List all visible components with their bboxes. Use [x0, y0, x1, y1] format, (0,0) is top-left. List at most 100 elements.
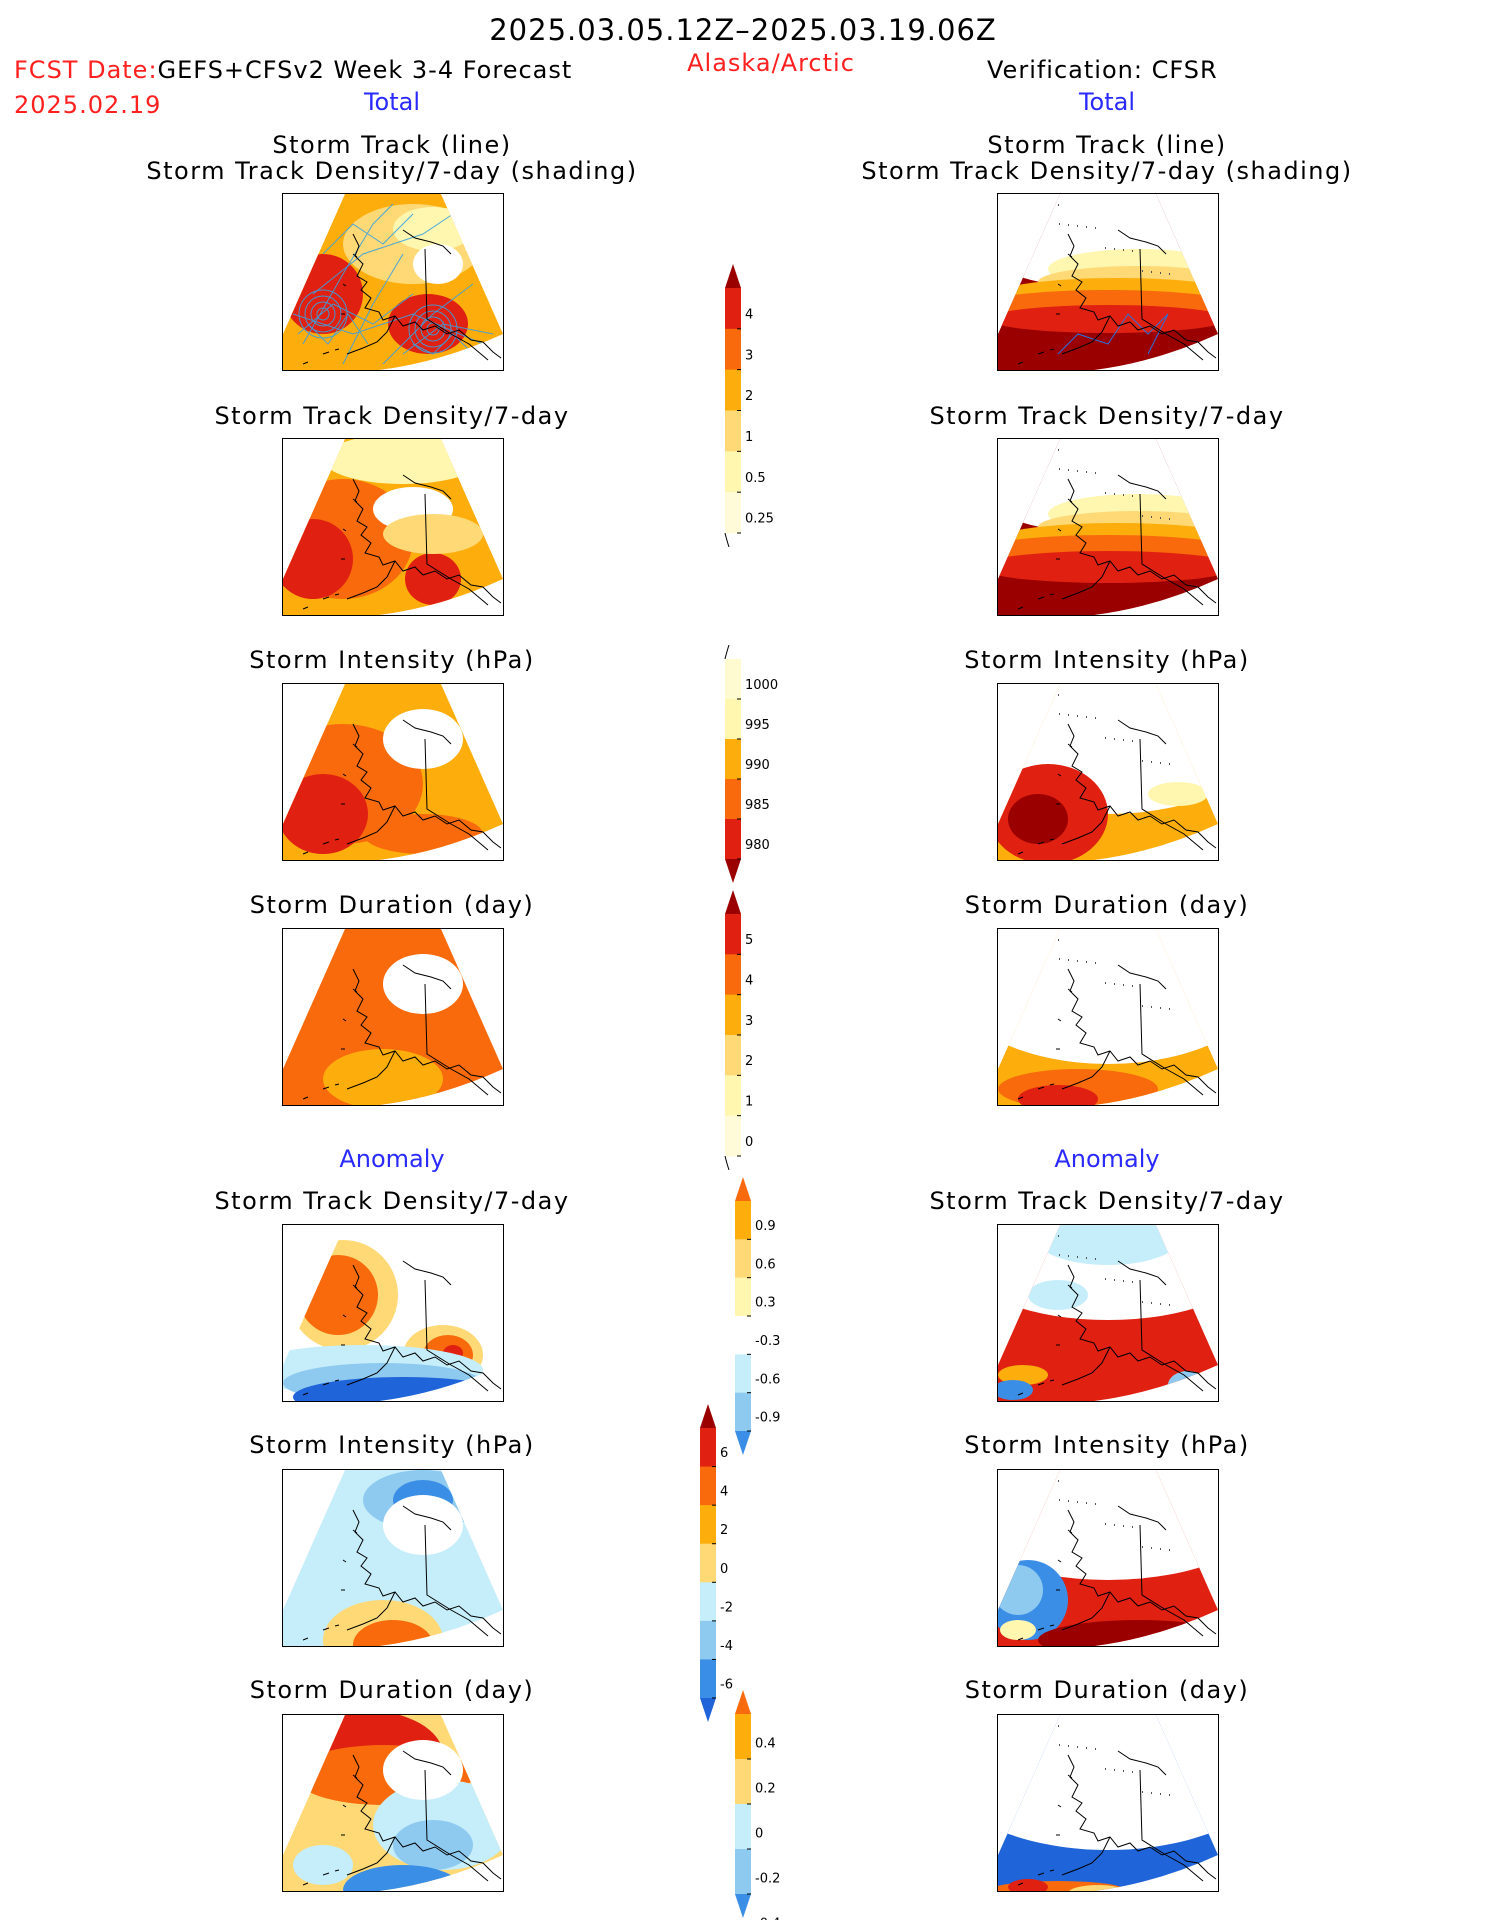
colorbar-swatch — [725, 328, 741, 371]
left-intensity-title: Storm Intensity (hPa) — [249, 646, 535, 674]
alaska-coastline — [346, 474, 502, 604]
alaska-coastline — [346, 1750, 502, 1880]
map-shading — [283, 254, 363, 334]
colorbar-tick-label: 4 — [745, 974, 753, 989]
map-obs-anom-density — [997, 1224, 1219, 1402]
alaska-coastline — [1061, 964, 1217, 1094]
left-total-label: Total — [363, 88, 421, 116]
canada-border — [424, 1279, 489, 1392]
colorbar-tick-label: -2 — [720, 1600, 733, 1615]
colorbar-swatch — [725, 410, 741, 452]
map-obs-anom-duration — [997, 1714, 1219, 1892]
map-shading — [998, 1715, 1218, 1850]
forecast-period-title: 2025.03.05.12Z–2025.03.19.06Z — [489, 13, 997, 47]
right-total-label: Total — [1078, 88, 1136, 116]
colorbar-swatch — [725, 659, 741, 700]
colorbar-tick-label: 0 — [755, 1826, 763, 1841]
canada-border — [424, 983, 489, 1096]
colorbar-swatch — [735, 1201, 751, 1240]
colorbar-swatch — [725, 914, 741, 955]
storm-track-line — [307, 313, 369, 345]
map-obs-track-density-lines — [997, 193, 1219, 371]
canada-border — [1139, 983, 1204, 1096]
alaska-coastline — [346, 229, 502, 359]
alaska-coastline — [1061, 1260, 1217, 1390]
fcst-date-value: 2025.02.19 — [14, 91, 162, 119]
colorbar-swatch — [725, 369, 741, 411]
left-track-density-shading-title: Storm Track Density/7-day (shading) — [146, 157, 638, 185]
colorbar-swatch — [735, 1354, 751, 1394]
colorbar-swatch — [700, 1582, 716, 1622]
canada-border — [1139, 1524, 1204, 1637]
alaska-coastline — [346, 1505, 502, 1635]
right-anomaly-label: Anomaly — [1054, 1145, 1160, 1173]
storm-track-line — [1057, 313, 1169, 355]
canada-border — [1139, 1769, 1204, 1882]
map-shading — [413, 244, 463, 284]
colorbar-top-arrow — [725, 264, 741, 288]
colorbar-density-total: 4 3 2 1 0.5 0.25 — [724, 264, 774, 547]
map-shading — [383, 514, 483, 554]
fcst-date-label: FCST Date: — [14, 56, 158, 84]
colorbar-tick-label: 2 — [745, 389, 753, 404]
colorbar-swatch — [735, 1277, 751, 1317]
canada-border — [424, 493, 489, 606]
colorbar-tick-label: -4 — [720, 1639, 733, 1654]
storm-track-line — [382, 283, 474, 365]
colorbar-tick-label: 980 — [745, 838, 770, 853]
storm-track-line — [297, 293, 414, 335]
colorbar-tick-label: -0.6 — [755, 1372, 780, 1387]
colorbar-tick-label: 1000 — [745, 678, 778, 693]
right-anom-density-title: Storm Track Density/7-day — [929, 1187, 1285, 1215]
left-anom-duration-title: Storm Duration (day) — [249, 1676, 535, 1704]
storm-track-line — [322, 213, 414, 255]
alaska-coastline — [1061, 719, 1217, 849]
region-label: Alaska/Arctic — [687, 49, 855, 77]
colorbar-tick-label: 0.3 — [755, 1296, 776, 1311]
colorbar-tick-label: 0.25 — [745, 512, 774, 527]
map-shading — [998, 1365, 1048, 1385]
colorbar-density-anomaly: 0.9 0.6 0.3 -0.3 -0.6 -0.9 — [735, 1177, 780, 1455]
colorbar-tick-label: -0.3 — [755, 1334, 780, 1349]
colorbar-tick-label: -0.4 — [755, 1916, 780, 1920]
canada-border — [1139, 738, 1204, 851]
fcst-model-line: FCST Date:GEFS+CFSv2 Week 3-4 Forecast — [14, 58, 572, 82]
map-shading — [998, 1380, 1033, 1400]
colorbar-swatch — [725, 954, 741, 996]
map-shading — [383, 1740, 463, 1800]
canada-border — [1139, 493, 1204, 606]
canada-border — [424, 248, 489, 361]
colorbar-swatch — [700, 1466, 716, 1506]
right-duration-title: Storm Duration (day) — [964, 891, 1250, 919]
colorbar-tick-label: 995 — [745, 718, 770, 733]
colorbar-tick-label: 0.6 — [755, 1257, 776, 1272]
left-anom-density-title: Storm Track Density/7-day — [214, 1187, 570, 1215]
colorbar-top-arrow — [735, 1690, 751, 1714]
right-intensity-title: Storm Intensity (hPa) — [964, 646, 1250, 674]
map-shading — [998, 929, 1218, 1064]
colorbar-swatch — [725, 288, 741, 330]
colorbar-top-arrow — [735, 1177, 751, 1201]
right-anom-intensity-title: Storm Intensity (hPa) — [964, 1431, 1250, 1459]
map-shading — [1028, 1280, 1088, 1310]
colorbar-duration-total: 5 4 3 2 1 0 — [724, 890, 753, 1170]
map-obs-anom-intensity — [997, 1469, 1219, 1647]
colorbar-swatch — [735, 1849, 751, 1895]
canada-border — [424, 1769, 489, 1882]
alaska-coastline — [1061, 474, 1217, 604]
storm-track-line — [292, 313, 484, 345]
colorbar-swatch — [725, 1035, 741, 1076]
map-obs-track-density — [997, 438, 1219, 616]
colorbar-tick-label: 2 — [720, 1523, 728, 1538]
canada-border — [424, 1524, 489, 1637]
map-shading — [1148, 782, 1208, 806]
colorbar-tick-label: 3 — [745, 1014, 753, 1029]
alaska-coastline — [346, 719, 502, 849]
map-shading — [383, 1495, 463, 1555]
colorbar-swatch — [725, 819, 741, 860]
map-shading — [425, 563, 461, 595]
left-track-density-title: Storm Track Density/7-day — [214, 402, 570, 430]
map-shading — [1168, 1371, 1208, 1399]
colorbar-tick-label: -6 — [720, 1678, 733, 1693]
map-shading — [283, 774, 368, 854]
